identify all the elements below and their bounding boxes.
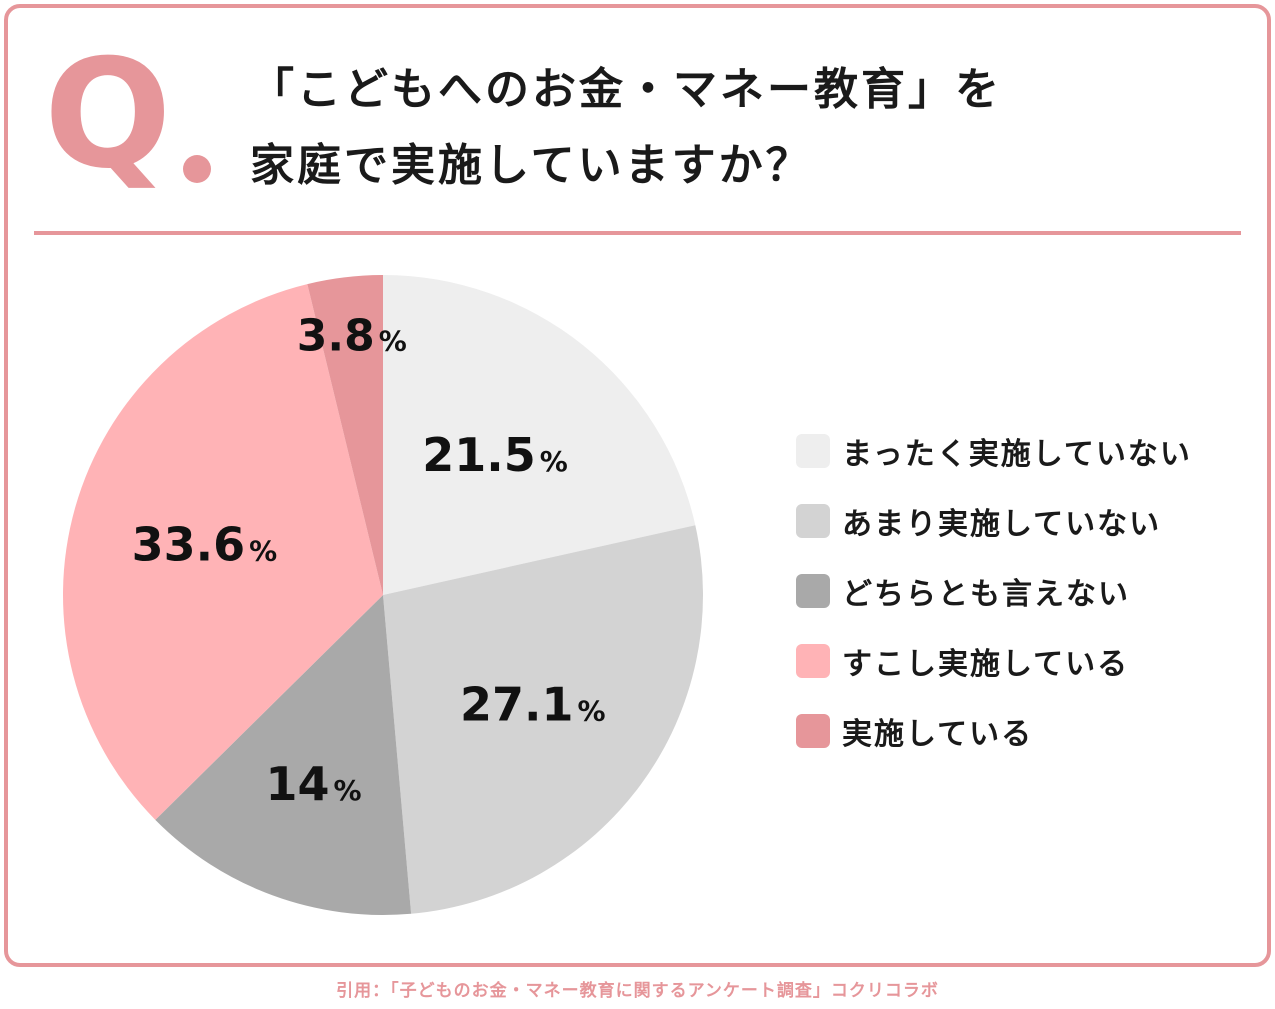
slice-data-label: 27.1% [460,678,606,732]
legend-label: あまり実施していない [842,507,1162,542]
pie-slice [383,275,696,595]
pie-slice [383,525,703,914]
pie-slice [63,284,383,820]
legend-item: まったく実施していない [796,433,1192,472]
question-mark-letter: Q [44,28,172,202]
legend-label: 実施している [842,717,1034,752]
legend-swatch [796,574,830,608]
legend-swatch [796,714,830,748]
chart-title: 「こどもへのお金・マネー教育」を 家庭で実施していますか？ [250,52,1150,204]
legend-item: どちらとも言えない [796,573,1192,612]
legend-swatch [796,434,830,468]
legend-label: すこし実施している [842,647,1130,682]
legend-item: あまり実施していない [796,503,1192,542]
title-line-2: 家庭で実施していますか？ [250,140,813,191]
legend-label: どちらとも言えない [842,577,1130,612]
legend-item: 実施している [796,713,1192,752]
legend: まったく実施していない あまり実施していない どちらとも言えない すこし実施して… [796,433,1192,783]
slice-data-label: 21.5% [422,428,568,482]
legend-swatch [796,644,830,678]
title-line-1: 「こどもへのお金・マネー教育」を [250,64,1002,115]
legend-label: まったく実施していない [842,437,1192,472]
source-citation: 引用：「子どものお金・マネー教育に関するアンケート調査」コクリコラボ [336,981,939,1001]
slice-data-label: 14% [265,757,361,811]
title-divider [34,231,1241,235]
pie-slice [307,275,383,595]
legend-item: すこし実施している [796,643,1192,682]
slice-data-label: 33.6% [132,517,278,571]
pie-slice [155,595,412,916]
legend-swatch [796,504,830,538]
question-dot [183,155,211,183]
slice-data-label: 3.8% [297,310,407,361]
